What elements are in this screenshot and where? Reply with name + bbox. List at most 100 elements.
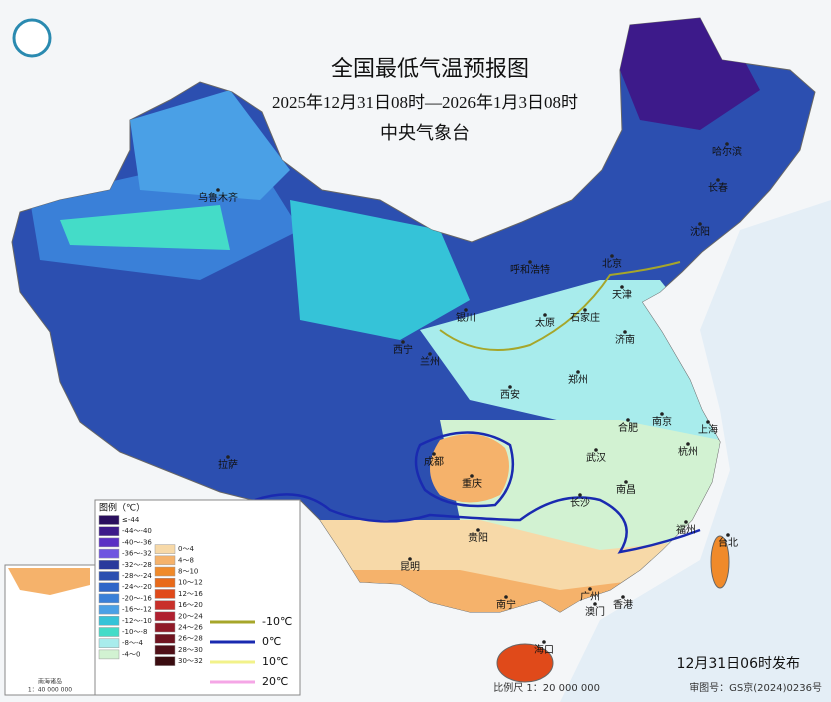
legend-swatch [98, 649, 120, 660]
legend-swatch [154, 633, 176, 644]
release-time: 12月31日06时发布 [677, 656, 800, 672]
legend-swatch [154, 577, 176, 588]
legend-label: -24～-20 [122, 583, 152, 591]
zone [430, 434, 509, 503]
isotherm-0 [254, 431, 701, 554]
city-label: 南京 [652, 415, 672, 428]
legend-swatch [98, 616, 120, 626]
legend-label: 30～32 [178, 657, 203, 665]
city-label: 台北 [718, 536, 738, 549]
legend-label: -8～-4 [122, 639, 144, 647]
legend-swatch [154, 566, 176, 577]
city-label: 拉萨 [218, 458, 238, 471]
city-label: 北京 [602, 257, 622, 270]
city-label: 贵阳 [468, 531, 488, 544]
legend-swatch [98, 571, 120, 581]
legend-label: -10～-8 [122, 628, 147, 636]
city-label: 杭州 [678, 445, 698, 458]
legend-label: 4～8 [178, 556, 194, 564]
isotherm-label: 20℃ [262, 675, 288, 688]
legend-label: 12～16 [178, 590, 203, 598]
legend-swatch [98, 515, 120, 525]
city-dot [716, 178, 720, 182]
legend-label: 20～24 [178, 612, 203, 620]
city-label: 长春 [708, 182, 728, 194]
city-dot [684, 520, 688, 524]
legend-swatch [98, 560, 120, 570]
city-dot [620, 285, 624, 289]
city-dot [660, 412, 664, 416]
legend-label: -16～-12 [122, 606, 152, 614]
zone [290, 200, 470, 340]
legend-swatch [154, 622, 176, 633]
legend-label: 28～30 [178, 646, 203, 654]
city-dot [408, 557, 412, 561]
zone [440, 420, 720, 560]
legend-label: -12～-10 [122, 617, 152, 625]
city-label: 天津 [612, 289, 632, 301]
legend-swatch [98, 537, 120, 548]
legend-label: -4～0 [122, 650, 140, 658]
legend-label: -36～-32 [122, 550, 152, 558]
legend-label: 10～12 [178, 579, 203, 587]
city-label: 郑州 [568, 373, 588, 386]
isotherm-minus10 [439, 261, 681, 351]
legend-label: -32～-28 [122, 561, 152, 569]
city-dot [726, 533, 730, 537]
legend-swatch [154, 544, 176, 554]
city-label: 哈尔滨 [712, 145, 742, 158]
city-label: 海口 [534, 643, 554, 656]
city-dot [216, 188, 220, 192]
legend-label: -28～-24 [122, 572, 152, 580]
legend-label: -44～-40 [122, 527, 152, 535]
scale: 比例尺 1：20 000 000 [493, 681, 600, 694]
city-dot [464, 308, 468, 312]
legend-swatch [98, 593, 120, 604]
legend-swatch [98, 582, 120, 592]
legend-swatch [98, 548, 120, 559]
legend-swatch [98, 604, 120, 615]
legend-swatch [98, 526, 120, 536]
zone [60, 205, 230, 250]
legend-swatch [154, 645, 176, 655]
logo [12, 18, 52, 58]
isotherm-label: 10℃ [262, 655, 288, 668]
city-label: 乌鲁木齐 [198, 191, 238, 204]
city-dot [401, 340, 405, 344]
city-label: 兰州 [420, 355, 440, 368]
period: 2025年12月31日08时—2026年1月3日08时 [272, 93, 578, 112]
title: 全国最低气温预报图 [331, 57, 529, 82]
city-dot [588, 587, 592, 591]
city-label: 西安 [500, 388, 520, 401]
zone [130, 90, 290, 200]
city-dot [594, 448, 598, 452]
city-dot [624, 480, 628, 484]
city-dot [528, 260, 532, 264]
isotherm-label: -10℃ [262, 615, 292, 628]
city-label: 上海 [698, 423, 718, 436]
inset-scale: 1：40 000 000 [28, 687, 72, 694]
city-label: 福州 [676, 523, 696, 536]
city-dot [706, 420, 710, 424]
isotherm-label: 0℃ [262, 635, 281, 648]
city-dot [593, 602, 597, 606]
legend-label: -40～-36 [122, 538, 152, 546]
city-dot [725, 142, 729, 146]
city-dot [583, 308, 587, 312]
city-dot [698, 222, 702, 226]
sea [560, 200, 831, 702]
city-label: 南宁 [496, 598, 516, 611]
zone [420, 280, 720, 450]
legend-label: ≤-44 [122, 516, 140, 524]
city-label: 长沙 [570, 497, 590, 509]
city-label: 成都 [424, 456, 444, 468]
legend-label: 26～28 [178, 635, 203, 643]
city-label: 澳门 [585, 605, 605, 618]
city-dot [578, 493, 582, 497]
legend-label: -20～-16 [122, 594, 152, 602]
taiwan [710, 535, 730, 589]
inset-land [8, 568, 90, 595]
city-dot [543, 313, 547, 317]
city-label: 太原 [535, 316, 555, 329]
